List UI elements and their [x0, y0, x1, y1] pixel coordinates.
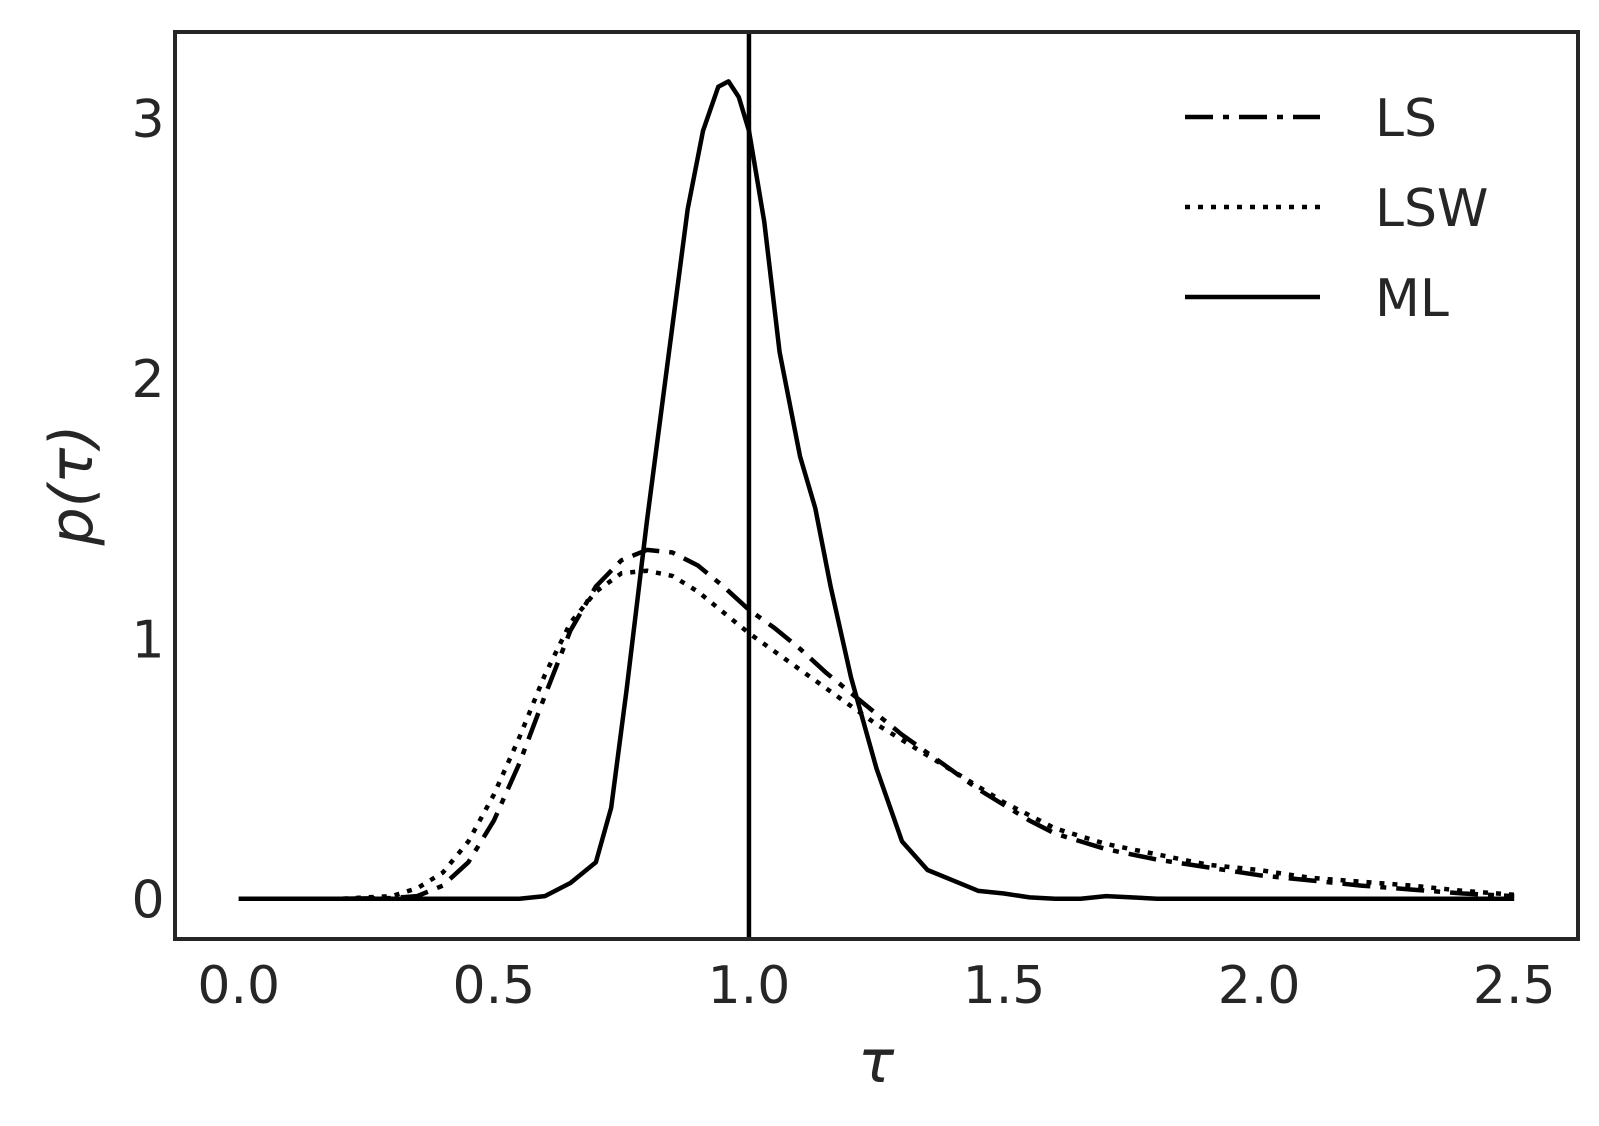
y-tick-label: 2	[131, 350, 164, 410]
y-tick-label: 3	[131, 90, 164, 150]
plot-lines	[238, 79, 1515, 901]
x-tick-label: 0.0	[197, 956, 280, 1016]
x-tick-label: 2.0	[1218, 956, 1301, 1016]
legend-label-lsw: LSW	[1375, 179, 1488, 239]
legend-label-ml: ML	[1375, 269, 1449, 329]
series-line-ls	[238, 547, 1515, 901]
x-axis-ticks: 0.0 0.5 1.0 1.5 2.0 2.5	[197, 956, 1555, 1016]
y-tick-label: 1	[131, 610, 164, 670]
series-line-ml	[238, 79, 1515, 901]
y-tick-label: 0	[131, 871, 164, 931]
plot-frame	[173, 30, 1580, 941]
legend-label-ls: LS	[1375, 89, 1437, 149]
x-tick-label: 1.0	[708, 956, 791, 1016]
y-axis-label: p(τ)	[37, 424, 107, 546]
x-axis-label: τ	[858, 1027, 895, 1097]
x-tick-label: 1.5	[963, 956, 1046, 1016]
y-axis-ticks: 0 1 2 3	[131, 90, 164, 931]
series-line-lsw	[238, 568, 1515, 901]
x-tick-label: 0.5	[453, 956, 536, 1016]
legend: LS LSW ML	[1185, 89, 1488, 329]
x-tick-label: 2.5	[1473, 956, 1556, 1016]
